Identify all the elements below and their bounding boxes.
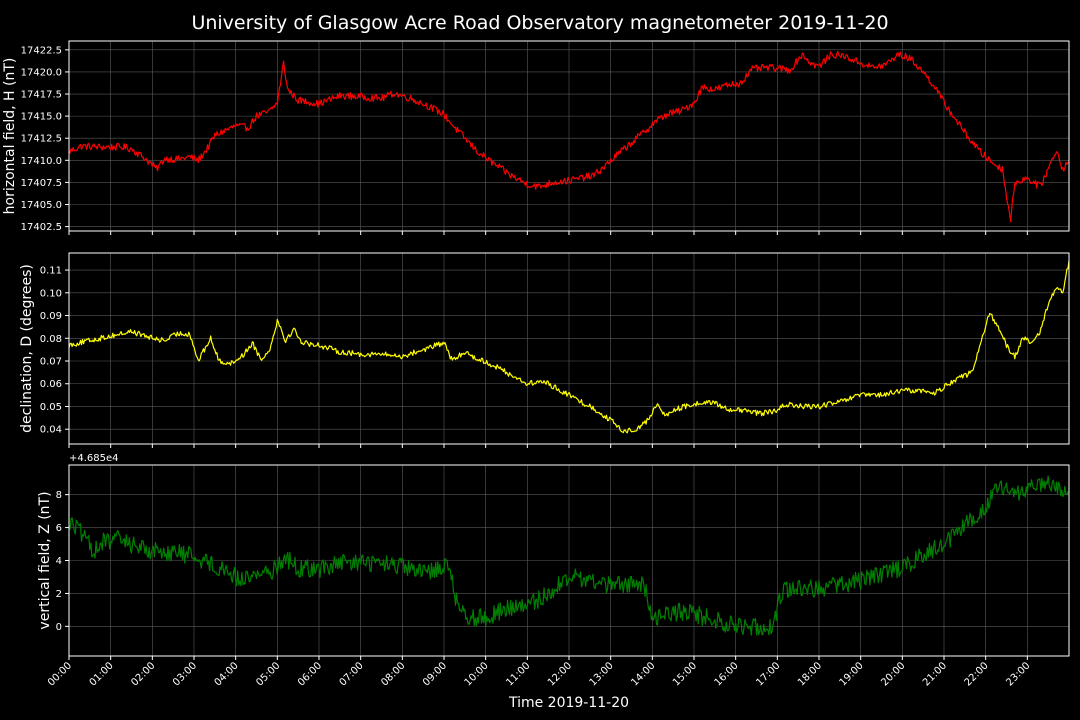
x-tick-label: 20:00 — [879, 660, 907, 688]
y-tick-label: 0.05 — [40, 402, 62, 413]
y-tick-label: 17422.5 — [21, 45, 62, 56]
x-tick-label: 18:00 — [796, 660, 824, 688]
y-tick-label: 0.11 — [40, 266, 62, 277]
panel-1: 17402.5 17405.0 17407.5 17410.0 17412.5 17415… — [2, 40, 1070, 235]
x-tick-label: 12:00 — [546, 660, 574, 688]
grid-panel-2 — [68, 253, 1069, 444]
x-tick-label: 01:00 — [88, 660, 116, 688]
y-tick-label: 0.10 — [40, 288, 62, 299]
x-tick-label: 04:00 — [213, 660, 241, 688]
grid-panel-1 — [68, 41, 1069, 231]
x-tick-label: 06:00 — [296, 660, 324, 688]
panel-2: 0.04 0.05 0.06 0.07 0.08 0.09 0.10 0.11 declinat… — [19, 252, 1070, 448]
y-tick-label: 17402.5 — [21, 222, 62, 233]
x-tick-label: 23:00 — [1004, 660, 1032, 688]
x-tick-label: 19:00 — [838, 660, 866, 688]
y-tick-label: 0.08 — [40, 334, 62, 345]
x-tick-label: 15:00 — [671, 660, 699, 688]
x-tick-label: 05:00 — [254, 660, 282, 688]
y-tick-label: 17420.0 — [21, 67, 62, 78]
y-tick-label: 0.07 — [40, 357, 62, 368]
x-tick-label: 16:00 — [713, 660, 741, 688]
x-tick-label: 11:00 — [504, 660, 532, 688]
series-line-panel-1 — [68, 51, 1070, 223]
x-tick-label: 22:00 — [963, 660, 991, 688]
y-tick-label: 0 — [56, 622, 62, 633]
x-tick-label: 08:00 — [379, 660, 407, 688]
y-offset-label: +4.685e4 — [69, 453, 119, 464]
y-axis-label-panel-1: horizontal field, H (nT) — [2, 58, 18, 215]
x-tick-label: 00:00 — [46, 660, 74, 688]
y-tick-label: 4 — [56, 556, 62, 567]
x-tick-label: 14:00 — [629, 660, 657, 688]
x-tick-label: 09:00 — [421, 660, 449, 688]
y-tick-label: 17415.0 — [21, 112, 62, 123]
x-tick-label: 07:00 — [338, 660, 366, 688]
x-tick-label: 21:00 — [921, 660, 949, 688]
y-tick-label: 17410.0 — [21, 156, 62, 167]
x-tick-label: 02:00 — [129, 660, 157, 688]
y-axis-label-panel-3: vertical field, Z (nT) — [37, 491, 53, 629]
x-tick-label: 13:00 — [588, 660, 616, 688]
series-line-panel-2 — [68, 260, 1070, 434]
y-tick-label: 17417.5 — [21, 90, 62, 101]
x-tick-label: 17:00 — [754, 660, 782, 688]
y-tick-label: 8 — [56, 490, 62, 501]
x-axis-label: Time 2019-11-20 — [508, 695, 629, 711]
grid-panel-3 — [68, 465, 1069, 656]
x-tick-label: 10:00 — [463, 660, 491, 688]
y-tick-label: 0.04 — [40, 425, 62, 436]
y-tick-label: 6 — [56, 523, 62, 534]
series-line-panel-3 — [68, 475, 1070, 636]
y-axis-label-panel-2: declination, D (degrees) — [19, 264, 35, 433]
y-tick-label: 0.06 — [40, 379, 62, 390]
y-tick-label: 17407.5 — [21, 178, 62, 189]
panels-group: 17402.5 17405.0 17407.5 17410.0 17412.5 17415… — [2, 40, 1070, 689]
y-tick-label: 17412.5 — [21, 134, 62, 145]
x-tick-label: 03:00 — [171, 660, 199, 688]
chart-title: University of Glasgow Acre Road Observat… — [191, 12, 888, 34]
y-tick-label: 0.09 — [40, 311, 62, 322]
y-tick-label: 2 — [56, 589, 62, 600]
y-tick-label: 17405.0 — [21, 200, 62, 211]
